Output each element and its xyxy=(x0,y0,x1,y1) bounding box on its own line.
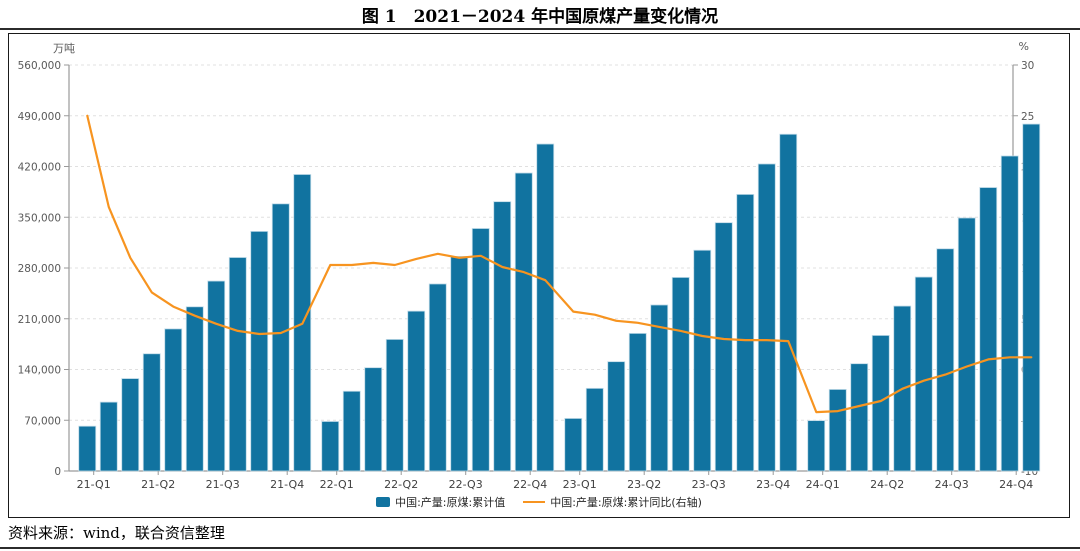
x-axis-tick-label: 21-Q3 xyxy=(206,478,240,491)
bar xyxy=(250,230,269,472)
figure-title: 图 1 2021－2024 年中国原煤产量变化情况 xyxy=(361,7,719,27)
yoy-line xyxy=(86,114,1033,414)
bar xyxy=(185,306,204,472)
x-axis-tick-label: 23-Q3 xyxy=(692,478,726,491)
right-axis-tick-label: 30 xyxy=(1021,60,1034,72)
bar xyxy=(121,378,140,472)
left-axis-tick-label: 420,000 xyxy=(18,162,61,174)
right-axis-tick-label: 25 xyxy=(1021,111,1034,123)
bar xyxy=(78,425,97,472)
bar xyxy=(407,310,426,472)
bar xyxy=(585,387,604,472)
bar xyxy=(228,257,247,472)
left-axis-unit-label: 万吨 xyxy=(53,42,75,55)
bar xyxy=(536,143,555,472)
x-axis-tick-label: 23-Q4 xyxy=(756,478,790,491)
bar xyxy=(1000,155,1019,472)
bar xyxy=(850,363,869,472)
bar xyxy=(736,194,755,472)
bar xyxy=(271,203,290,472)
bar xyxy=(671,277,690,472)
top-divider xyxy=(0,28,1080,30)
left-axis-tick-label: 560,000 xyxy=(18,60,61,72)
bar xyxy=(979,187,998,472)
bar xyxy=(471,228,490,472)
combo-chart-canvas: 0 70,000 140,000 210,000 280,000 350,000 420,0… xyxy=(18,60,1041,491)
bottom-divider xyxy=(0,547,1080,549)
x-axis-tick-label: 22-Q1 xyxy=(320,478,354,491)
right-axis-unit-label: % xyxy=(1018,40,1029,53)
bar xyxy=(779,133,798,472)
bar xyxy=(757,163,776,472)
bar xyxy=(807,420,826,472)
bar xyxy=(914,276,933,472)
left-axis-tick-label: 0 xyxy=(54,466,61,478)
bar-series-swatch-icon xyxy=(376,497,391,507)
left-axis-tick-label: 70,000 xyxy=(24,415,61,427)
bar xyxy=(207,280,226,472)
x-axis-tick-label: 21-Q1 xyxy=(77,478,111,491)
bar xyxy=(628,332,647,472)
bar xyxy=(450,255,469,472)
x-axis-tick-label: 24-Q2 xyxy=(870,478,904,491)
bar xyxy=(342,390,361,472)
bar xyxy=(564,418,583,472)
left-axis-tick-label: 210,000 xyxy=(18,314,61,326)
x-axis-tick-label: 24-Q1 xyxy=(806,478,840,491)
x-axis-tick-label: 23-Q1 xyxy=(563,478,597,491)
source-note: 资料来源：wind，联合资信整理 xyxy=(8,524,225,542)
bar xyxy=(828,389,847,472)
bar xyxy=(321,421,340,472)
x-axis-tick-label: 24-Q3 xyxy=(935,478,969,491)
x-axis-tick-label: 22-Q3 xyxy=(449,478,483,491)
bar xyxy=(650,304,669,472)
legend-item-line-series: 中国:产量:原煤:累计同比(右轴) xyxy=(523,494,702,510)
bar xyxy=(714,222,733,472)
legend-item-bar-series: 中国:产量:原煤:累计值 xyxy=(376,494,505,510)
bar xyxy=(364,367,383,472)
line-series-label: 中国:产量:原煤:累计同比(右轴) xyxy=(550,496,702,509)
bar xyxy=(957,217,976,472)
x-axis-tick-label: 22-Q2 xyxy=(384,478,418,491)
bar xyxy=(514,172,533,472)
x-axis-tick-label: 22-Q4 xyxy=(513,478,547,491)
left-axis-tick-label: 490,000 xyxy=(18,111,61,123)
bar xyxy=(385,339,404,472)
x-axis-tick-label: 21-Q4 xyxy=(270,478,304,491)
chart-frame: 万吨 % 0 70,000 140,000 210,000 280,000 350,000… xyxy=(8,33,1070,518)
x-axis-tick-label: 24-Q4 xyxy=(999,478,1033,491)
left-axis-tick-label: 140,000 xyxy=(18,365,61,377)
bar xyxy=(693,249,712,472)
chart-legend: 中国:产量:原煤:累计值 中国:产量:原煤:累计同比(右轴) xyxy=(9,494,1069,510)
x-axis-tick-label: 23-Q2 xyxy=(627,478,661,491)
bar xyxy=(428,283,447,472)
bar xyxy=(493,201,512,472)
bar xyxy=(936,248,955,472)
bar xyxy=(607,361,626,472)
bar xyxy=(142,353,161,472)
left-axis-tick-label: 280,000 xyxy=(18,263,61,275)
line-series-swatch-icon xyxy=(523,501,546,503)
bar-series-label: 中国:产量:原煤:累计值 xyxy=(395,496,506,509)
left-axis-tick-label: 350,000 xyxy=(18,212,61,224)
x-axis-tick-label: 21-Q2 xyxy=(141,478,175,491)
bar xyxy=(1022,123,1041,472)
bar xyxy=(99,401,118,472)
bar xyxy=(164,328,183,472)
